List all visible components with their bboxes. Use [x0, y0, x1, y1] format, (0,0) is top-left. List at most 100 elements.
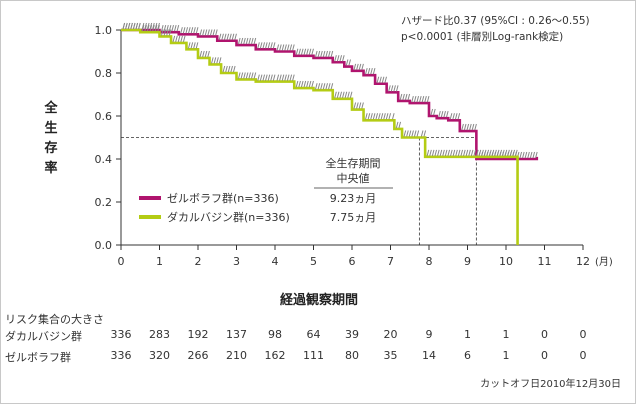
x-tick-label: 2 [195, 255, 202, 268]
censor-mark [157, 25, 160, 32]
risk-cell: 98 [268, 328, 282, 341]
censor-mark [442, 149, 445, 156]
censor-mark [193, 27, 196, 34]
censor-mark [460, 149, 464, 156]
risk-cell: 336 [110, 349, 132, 362]
risk-cell: 80 [345, 349, 359, 362]
censor-mark [317, 83, 321, 90]
censor-mark [404, 93, 408, 101]
censor-mark [524, 151, 528, 159]
censor-mark [152, 22, 155, 30]
censor-mark [270, 74, 273, 81]
median-header: 全生存期間 [326, 156, 381, 170]
censor-mark [434, 149, 438, 156]
censor-mark [149, 25, 153, 32]
x-tick-label: 8 [426, 255, 433, 268]
risk-cell: 162 [264, 349, 286, 362]
censor-mark [476, 149, 479, 156]
censor-mark [380, 113, 384, 120]
censor-mark [229, 33, 232, 40]
censor-mark [168, 25, 172, 32]
censor-mark [223, 33, 227, 40]
censor-mark [276, 44, 280, 51]
censor-mark [474, 123, 477, 131]
censor-mark [289, 74, 293, 81]
censor-mark [259, 42, 263, 49]
risk-cell: 137 [226, 328, 247, 341]
risk-cell: 6 [464, 349, 471, 362]
censor-mark [202, 50, 205, 58]
censor-mark [212, 29, 216, 36]
censor-mark [182, 27, 186, 34]
censor-mark [222, 65, 226, 73]
censor-mark [372, 113, 376, 120]
censor-mark [176, 25, 180, 32]
censor-mark [483, 149, 487, 156]
vemurafenib-survival-curve [121, 28, 539, 161]
censor-mark [527, 151, 530, 159]
x-tick-label: 12 [576, 255, 590, 268]
censor-mark [144, 25, 147, 32]
censor-mark [262, 74, 266, 81]
risk-row: ゼルボラフ群 336 320 266 210 162 111 80 35 14 6 1 0 0 [5, 349, 633, 365]
median-value-dacarbazine: 7.75ヵ月 [330, 211, 377, 224]
censor-mark [284, 74, 287, 81]
censor-mark [385, 113, 389, 120]
censor-mark [509, 149, 513, 156]
censor-mark [311, 48, 314, 55]
censor-mark [398, 121, 402, 129]
censor-mark [334, 55, 337, 62]
censor-mark [171, 25, 174, 32]
censor-mark [443, 111, 446, 118]
censor-mark [491, 149, 495, 156]
censor-mark [383, 113, 386, 120]
censor-mark [300, 48, 304, 55]
risk-cell: 64 [306, 328, 321, 341]
censor-mark [403, 130, 407, 137]
censor-mark [347, 91, 350, 98]
censor-mark [411, 130, 414, 137]
censor-mark [122, 22, 126, 30]
censor-mark [446, 111, 449, 118]
risk-cell: 336 [110, 328, 132, 341]
censor-mark [379, 76, 382, 83]
cutoff-date: カットオフ日2010年12月30日 [480, 379, 621, 390]
censor-mark [195, 27, 199, 34]
censor-mark [426, 149, 430, 156]
censor-mark [395, 121, 399, 129]
censor-mark [457, 149, 461, 156]
censor-mark [243, 72, 246, 79]
censor-mark [465, 149, 469, 156]
censor-mark [407, 93, 411, 101]
censor-mark [420, 130, 424, 137]
censor-mark [345, 59, 349, 66]
censor-mark [519, 151, 523, 159]
censor-mark [308, 80, 312, 88]
censor-mark [231, 33, 235, 40]
censor-mark [130, 22, 133, 30]
censor-mark [431, 149, 435, 156]
censor-mark [175, 35, 178, 43]
risk-cell: 111 [303, 349, 324, 362]
risk-cell: 9 [425, 328, 433, 341]
censor-mark [248, 72, 251, 79]
censor-mark [494, 149, 497, 156]
censor-mark [284, 44, 287, 51]
censor-mark [532, 151, 536, 159]
censor-mark [535, 151, 538, 159]
censor-mark [353, 102, 357, 109]
censor-mark [411, 95, 414, 103]
censor-mark [251, 72, 254, 79]
censor-mark [289, 44, 293, 51]
censor-mark [463, 123, 467, 131]
censor-mark [478, 149, 482, 156]
censor-mark [356, 63, 359, 70]
censor-mark [320, 83, 323, 90]
y-tick-label: 0.8 [95, 67, 113, 80]
censor-mark [207, 29, 210, 36]
censor-mark [202, 29, 205, 36]
hazard-ratio-text: ハザード比0.37 (95%CI : 0.26～0.55) [401, 15, 590, 27]
censor-mark [180, 35, 183, 43]
censor-mark [279, 74, 282, 81]
